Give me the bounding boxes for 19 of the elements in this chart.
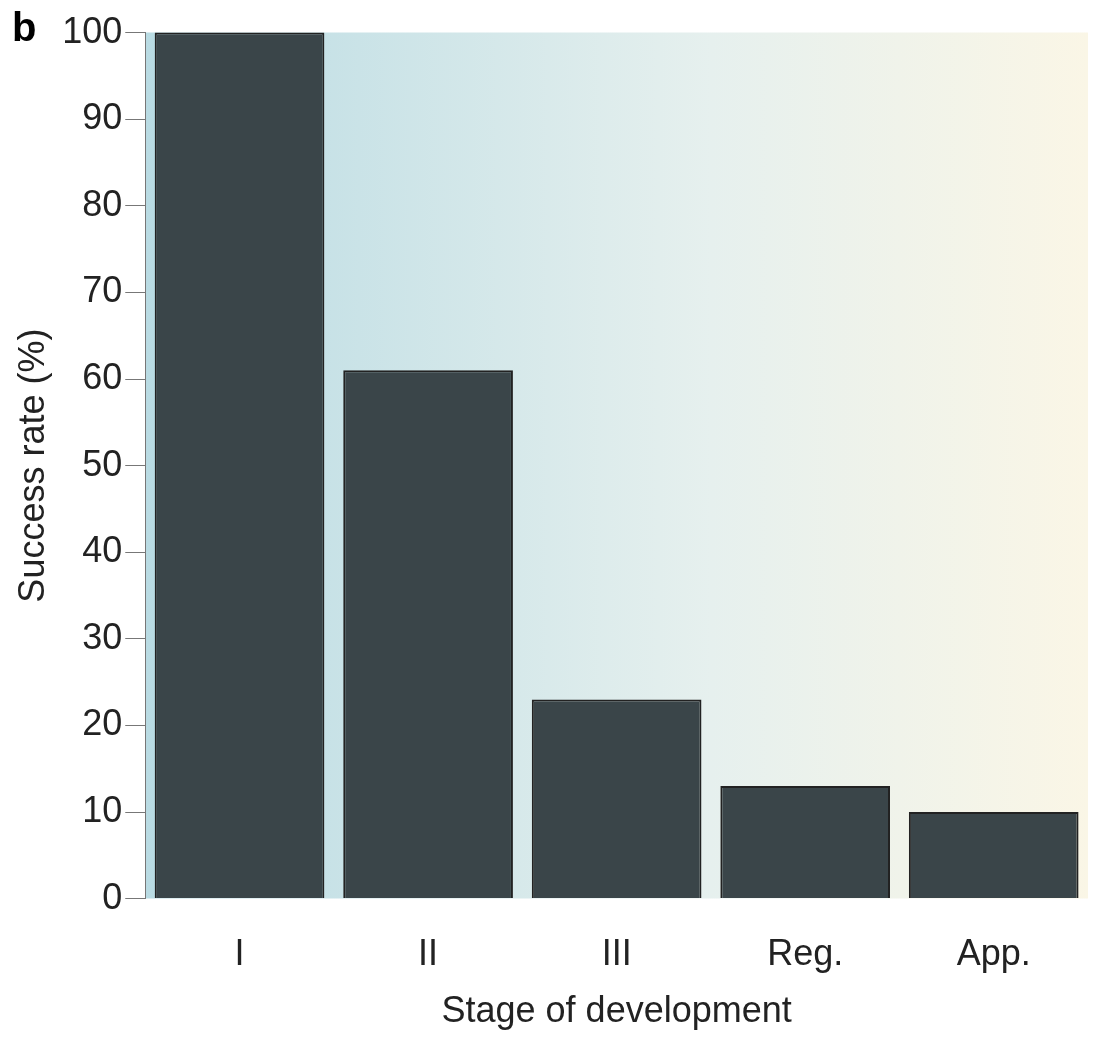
y-axis-title: Success rate (%)	[10, 328, 52, 603]
y-tick-label: 0	[102, 875, 123, 917]
y-tick-label: 60	[82, 355, 123, 397]
y-tick-label: 90	[82, 96, 123, 138]
x-axis-title: Stage of development	[441, 989, 792, 1031]
x-tick-label: I	[234, 932, 245, 974]
text: b	[12, 5, 37, 50]
y-tick-label: 100	[62, 9, 123, 51]
y-tick-label: 40	[82, 529, 123, 571]
y-tick-label: 10	[82, 788, 123, 830]
y-tick-label: 20	[82, 702, 123, 744]
x-tick-label: Reg.	[767, 932, 844, 974]
y-tick-label: 30	[82, 615, 123, 657]
y-tick-label: 70	[82, 269, 123, 311]
x-tick-label: App.	[956, 932, 1031, 974]
y-tick-label: 80	[82, 182, 123, 224]
x-tick-label: II	[418, 932, 439, 974]
y-tick-label: 50	[82, 442, 123, 484]
x-tick-label: III	[601, 932, 632, 974]
